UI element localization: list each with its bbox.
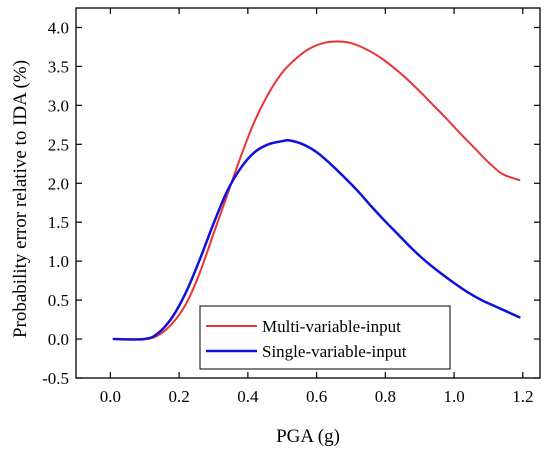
y-tick-label: 3.5 xyxy=(48,57,69,76)
x-axis-title: PGA (g) xyxy=(276,426,340,447)
y-tick-label: 0.5 xyxy=(48,291,69,310)
series-line-multi-variable xyxy=(112,40,521,341)
y-tick-label: 2.5 xyxy=(48,135,69,154)
y-tick-label: 1.5 xyxy=(48,213,69,232)
legend-box xyxy=(199,305,451,370)
legend-label-multi: Multi-variable-input xyxy=(262,317,401,336)
y-tick-label: 4.0 xyxy=(48,18,69,37)
y-tick-label: 3.0 xyxy=(48,96,69,115)
legend-label-single: Single-variable-input xyxy=(262,342,407,361)
x-tick-label: 0.8 xyxy=(375,387,396,406)
x-tick-label: 0.6 xyxy=(306,387,327,406)
y-tick-label: -0.5 xyxy=(42,369,69,388)
x-tick-label: 1.2 xyxy=(512,387,533,406)
x-tick-label: 0.2 xyxy=(168,387,189,406)
x-tick-label: 0.4 xyxy=(237,387,259,406)
legend: Multi-variable-input Single-variable-inp… xyxy=(199,305,451,370)
y-tick-label: 1.0 xyxy=(48,252,69,271)
y-tick-label: 0.0 xyxy=(48,330,69,349)
x-tick-label: 0.0 xyxy=(100,387,121,406)
y-axis-title: Probability error relative to IDA (%) xyxy=(10,60,31,338)
series-line-single-variable xyxy=(112,138,521,341)
y-tick-label: 2.0 xyxy=(48,174,69,193)
plot-frame xyxy=(75,7,541,379)
x-tick-label: 1.0 xyxy=(443,387,464,406)
